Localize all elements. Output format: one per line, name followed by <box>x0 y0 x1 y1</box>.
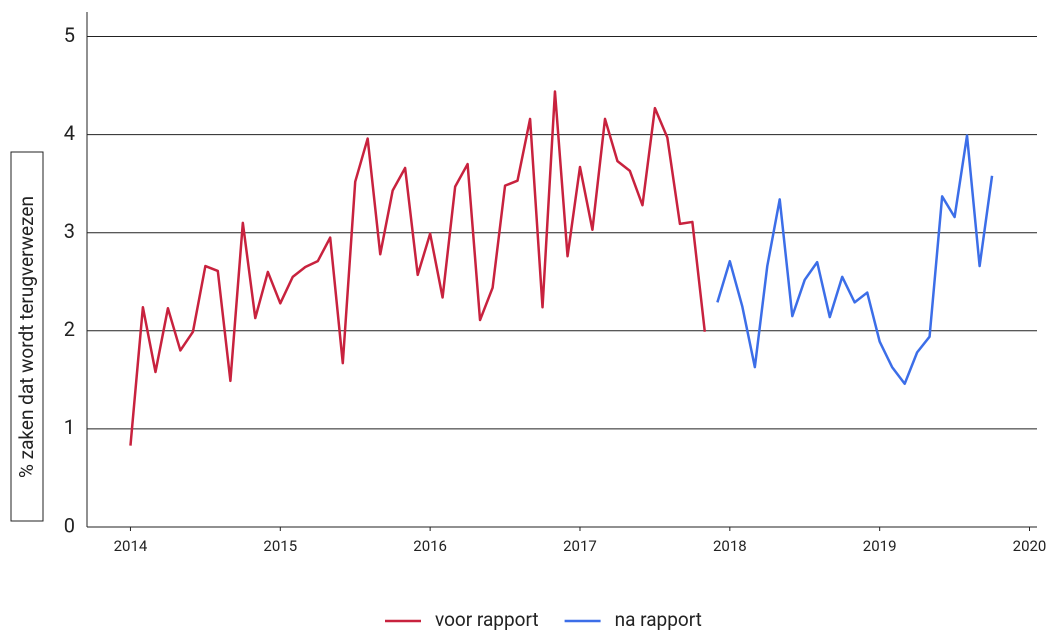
x-tick-label: 2015 <box>263 537 297 555</box>
x-tick-label: 2017 <box>563 537 597 555</box>
x-tick-label: 2016 <box>413 537 447 555</box>
x-tick-label: 2014 <box>114 537 148 555</box>
x-tick-label: 2019 <box>863 537 897 555</box>
data-line <box>716 134 994 386</box>
y-tick-label: 0 <box>64 513 75 537</box>
y-tick-label: 2 <box>64 317 75 341</box>
y-tick-label: 5 <box>64 23 75 47</box>
y-tick-label: 4 <box>64 121 75 145</box>
y-tick-label: 3 <box>64 219 75 243</box>
x-tick-label: 2018 <box>713 537 747 555</box>
y-tick-label: 1 <box>64 415 75 439</box>
x-tick-label: 2020 <box>1013 537 1047 555</box>
legend-label: na rapport <box>615 608 702 631</box>
y-axis-label: % zaken dat wordt terugverwezen <box>15 196 38 478</box>
data-line <box>129 90 707 446</box>
ylabel-box <box>10 151 44 522</box>
legend-label: voor rapport <box>435 608 539 631</box>
